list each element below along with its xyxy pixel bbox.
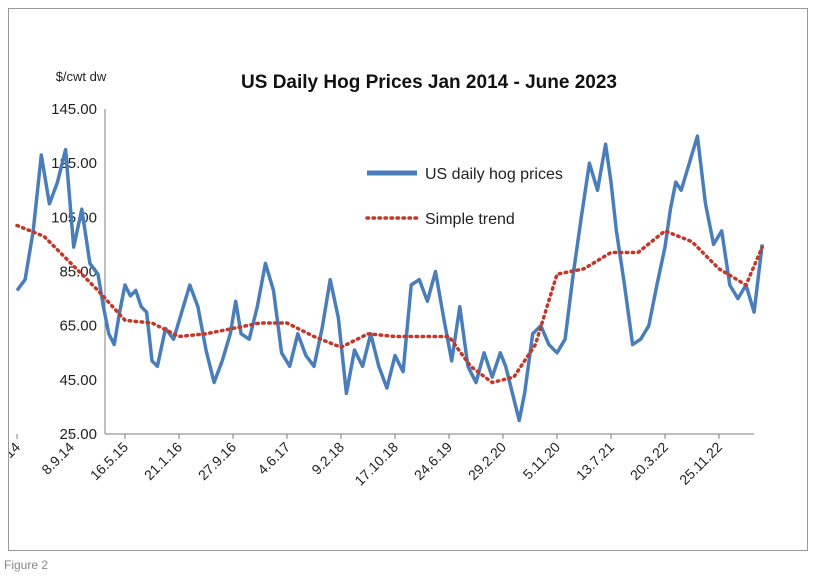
legend: US daily hog prices Simple trend <box>365 166 563 228</box>
x-tick-label: 9.2.18 <box>308 439 347 478</box>
y-tick-label: 145.00 <box>51 101 97 118</box>
x-tick-label: 5.11.20 <box>520 439 564 483</box>
x-tick-label: 8.9.14 <box>38 439 77 478</box>
chart-frame: US Daily Hog Prices Jan 2014 - June 2023… <box>8 8 808 551</box>
y-tick-label: 65.00 <box>59 318 97 335</box>
x-tick-label: 24.6.19 <box>411 439 455 483</box>
x-tick-label: 25.11.22 <box>676 439 725 488</box>
x-tick-label: 29.2.20 <box>465 439 509 483</box>
y-tick-label: 105.00 <box>51 209 97 226</box>
chart-title: US Daily Hog Prices Jan 2014 - June 2023 <box>241 72 617 93</box>
y-tick-label: 25.00 <box>59 426 97 443</box>
x-tick-label: 1.1.14 <box>9 439 23 478</box>
series-line-simple-trend <box>15 223 764 385</box>
series-line-hog-prices <box>15 134 764 423</box>
x-tick-label: 16.5.15 <box>87 439 131 483</box>
x-tick-label: 13.7.21 <box>573 439 617 483</box>
x-axis-ticks: 1.1.14 8.9.14 16.5.15 21.1.16 27.9.16 4.6.17 9… <box>9 434 725 489</box>
legend-label-trend: Simple trend <box>425 211 515 228</box>
y-tick-label: 45.00 <box>59 372 97 389</box>
x-tick-label: 20.3.22 <box>627 439 671 483</box>
x-tick-label: 17.10.18 <box>351 439 401 489</box>
x-tick-label: 27.9.16 <box>195 439 239 483</box>
figure-caption: Figure 2 <box>4 558 49 572</box>
plot-series <box>15 134 764 423</box>
y-axis-label: $/cwt dw <box>56 69 107 84</box>
y-tick-label: 125.00 <box>51 155 97 172</box>
legend-label-prices: US daily hog prices <box>425 166 563 183</box>
chart-svg: US Daily Hog Prices Jan 2014 - June 2023… <box>9 69 764 489</box>
x-tick-label: 21.1.16 <box>141 439 185 483</box>
x-tick-label: 4.6.17 <box>254 439 293 478</box>
